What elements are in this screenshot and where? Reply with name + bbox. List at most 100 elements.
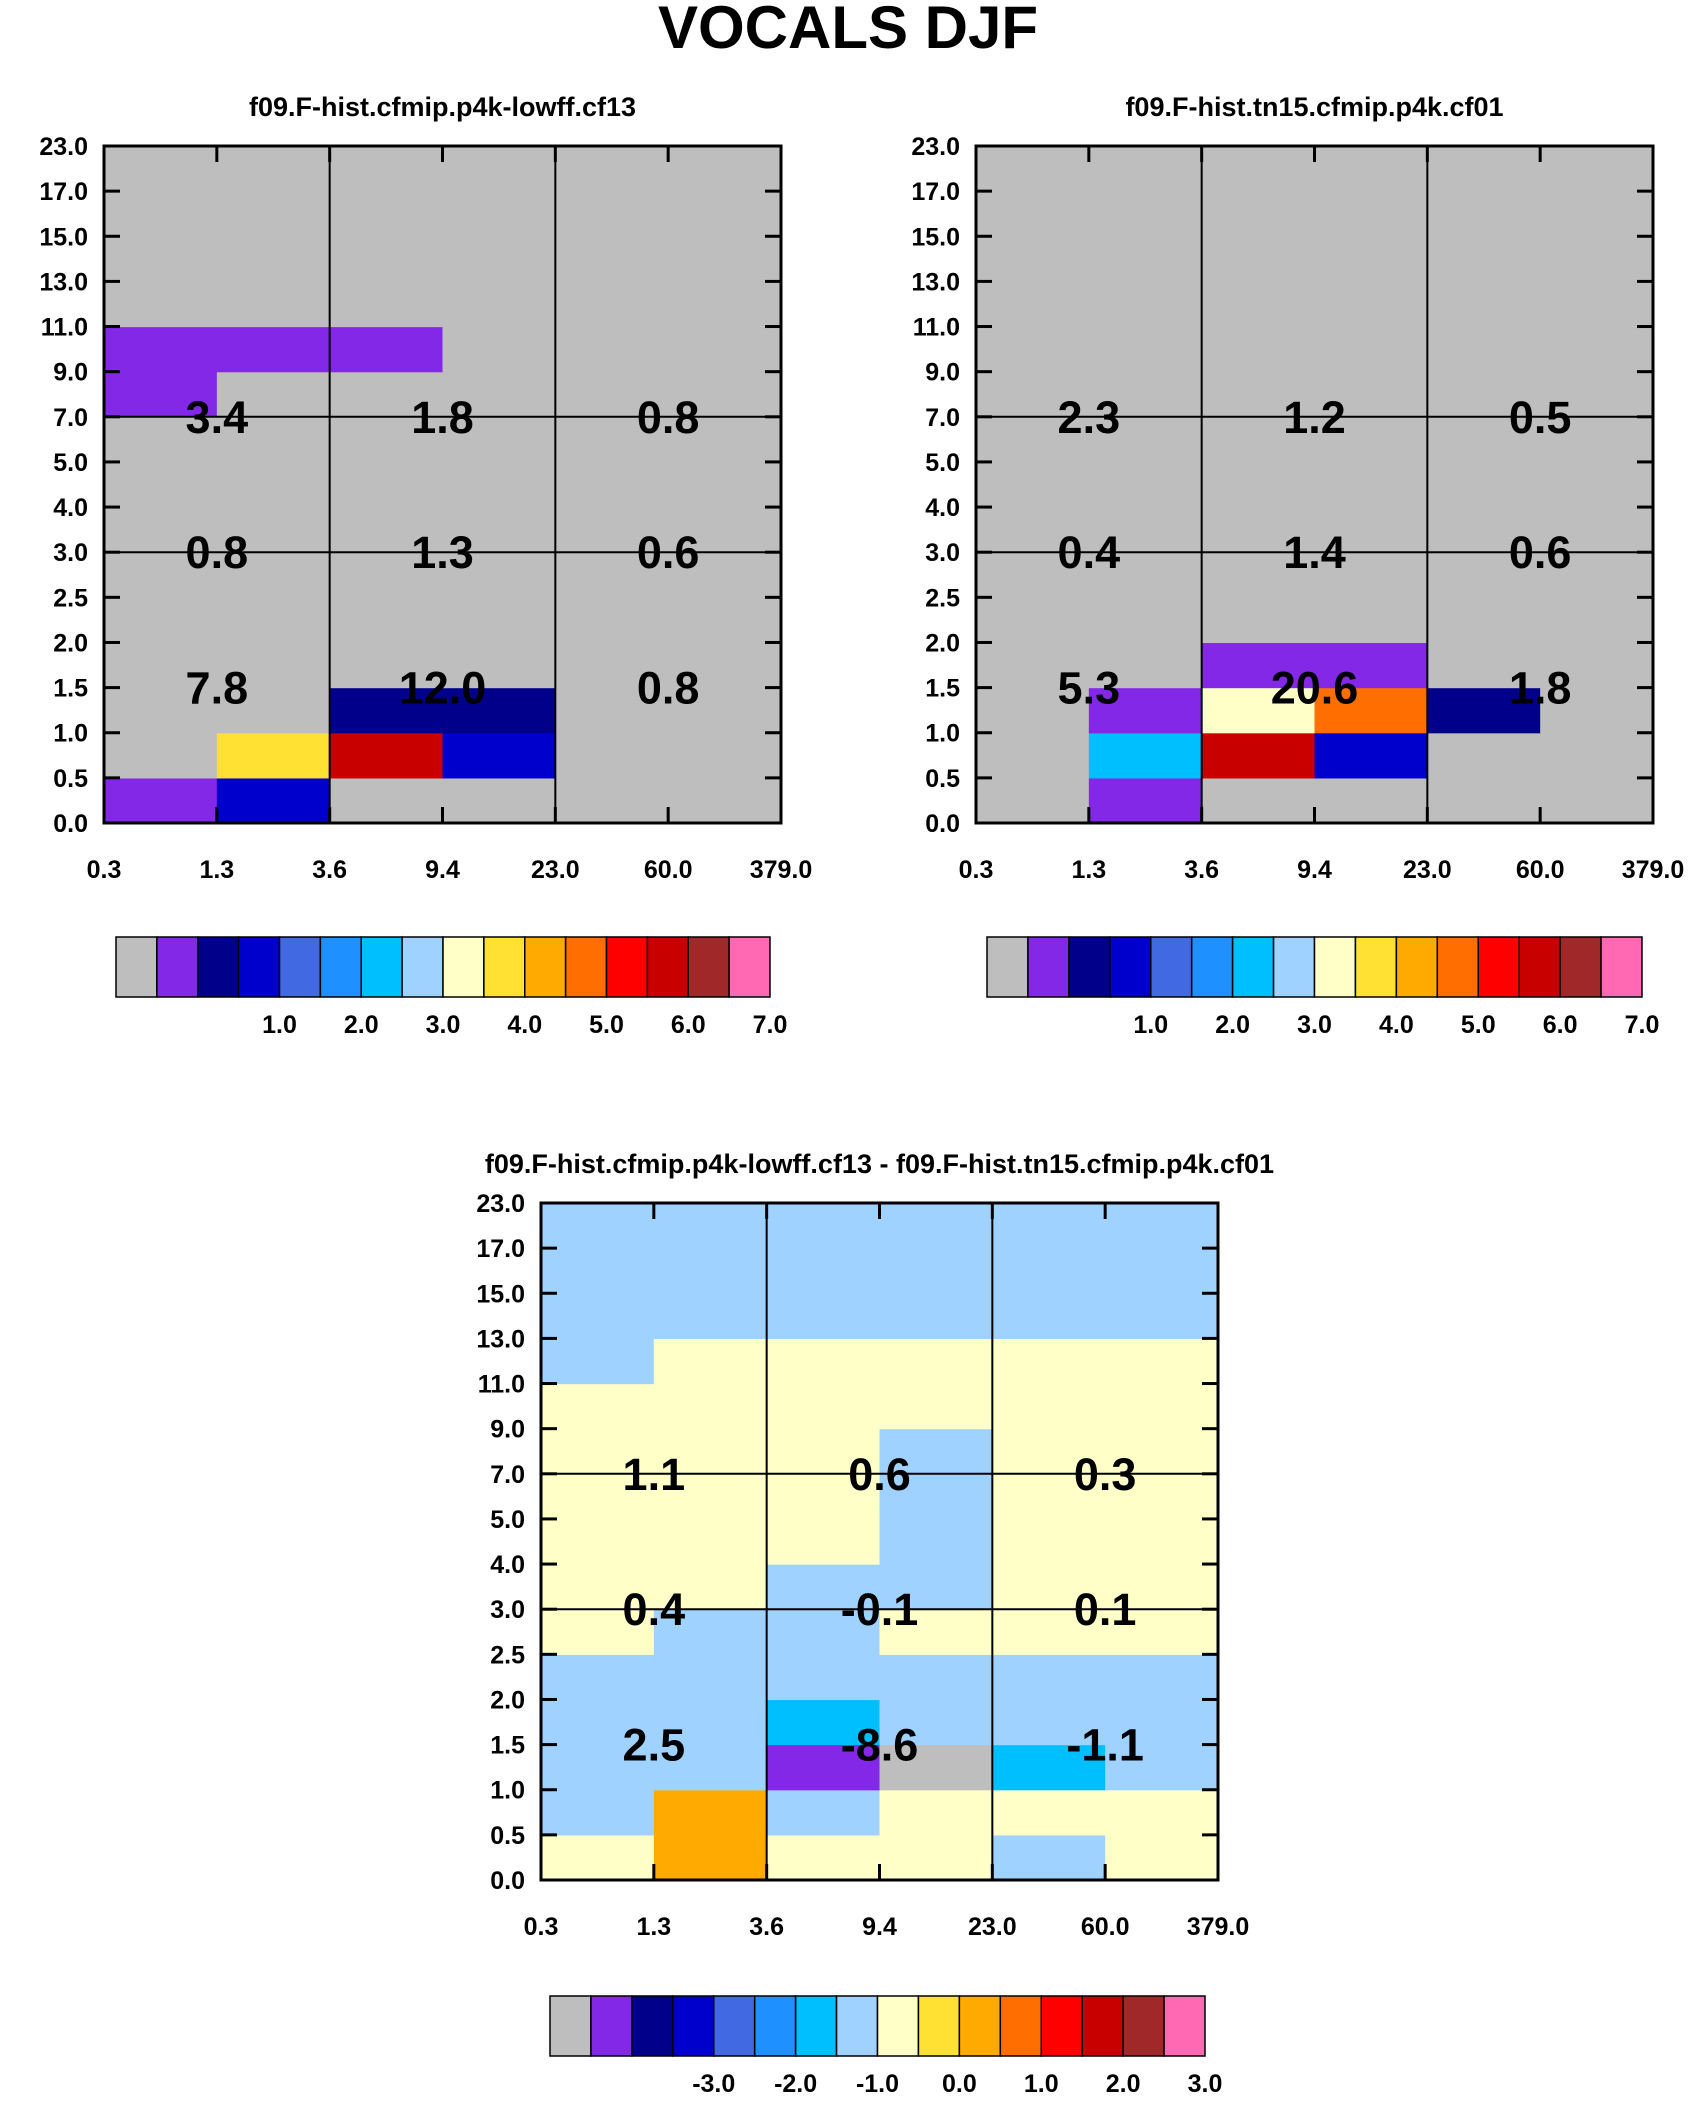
heatmap-cell (668, 777, 782, 824)
y-tick-label: 1.0 (490, 1777, 525, 1805)
block-value-label: 0.6 (637, 527, 700, 578)
heatmap-cell (1540, 507, 1654, 553)
colorbar-box (1122, 1995, 1165, 2057)
colorbar-box (835, 1995, 879, 2057)
heatmap-cell (216, 326, 331, 373)
heatmap-cell (442, 146, 556, 192)
colorbar-box (986, 936, 1029, 998)
colorbar-box (1190, 936, 1234, 998)
panel-bottom-difference: f09.F-hist.cfmip.p4k-lowff.cf13 - f09.F-… (476, 1149, 1274, 2098)
colorbar-box (646, 936, 689, 998)
heatmap-cell (442, 326, 556, 373)
heatmap-cell (555, 326, 669, 373)
heatmap-cell (992, 1518, 1106, 1565)
block-value-label: -1.1 (1066, 1720, 1144, 1771)
heatmap-cell (555, 281, 669, 328)
heatmap-cell (216, 597, 331, 644)
heatmap-cell (1201, 371, 1316, 418)
heatmap-cell (541, 1338, 655, 1385)
y-tick-label: 2.0 (925, 629, 960, 657)
y-tick-label: 9.0 (490, 1416, 525, 1444)
y-tick-label: 0.5 (490, 1822, 525, 1850)
heatmap-cell (1088, 191, 1203, 237)
colorbar-tick-label: 7.0 (1625, 1011, 1660, 1039)
heatmap-cell (1427, 552, 1541, 598)
x-tick-label: 0.3 (959, 856, 994, 884)
heatmap-cell (992, 1338, 1106, 1385)
heatmap-cell (668, 326, 782, 373)
block-value-label: 1.3 (411, 527, 474, 578)
heatmap-cell (976, 552, 1090, 598)
heatmap-cell (541, 1203, 655, 1249)
heatmap-cell (555, 236, 669, 282)
heatmap-cell (668, 597, 782, 644)
x-tick-label: 0.3 (524, 1913, 559, 1941)
heatmap-cell (442, 236, 556, 282)
block-value-label: 12.0 (399, 663, 487, 714)
block-value-label: 20.6 (1271, 663, 1359, 714)
heatmap-cell (555, 507, 669, 553)
heatmap-cell (1427, 777, 1541, 824)
heatmap-cell (879, 1564, 993, 1610)
heatmap-cell (668, 236, 782, 282)
heatmap-cell (555, 191, 669, 237)
heatmap-cell (541, 1428, 655, 1475)
y-tick-label: 5.0 (53, 449, 88, 477)
colorbar-tick-label: 3.0 (1297, 1011, 1332, 1039)
colorbar-box (1150, 936, 1193, 998)
heatmap-cell (1201, 642, 1316, 689)
colorbar-box (876, 1995, 920, 2057)
heatmap-cell (442, 461, 556, 508)
heatmap-cell (1105, 1518, 1219, 1565)
heatmap-cell (1105, 1203, 1219, 1249)
heatmap-cell (1088, 507, 1203, 553)
heatmap-cell (976, 416, 1090, 463)
heatmap-cell (766, 1789, 881, 1836)
colorbar-tick-label: 3.0 (426, 1011, 461, 1039)
colorbar-box (360, 936, 403, 998)
heatmap-cell (555, 642, 669, 689)
x-tick-label: 9.4 (425, 856, 460, 884)
x-tick-label: 60.0 (644, 856, 693, 884)
block-value-label: 1.1 (623, 1449, 686, 1500)
colorbar-box (442, 936, 485, 998)
block-value-label: 3.4 (186, 392, 249, 443)
colorbar-box (278, 936, 322, 998)
heatmap-cell (668, 416, 782, 463)
heatmap-cell (1427, 687, 1541, 734)
y-tick-label: 5.0 (925, 449, 960, 477)
heatmap-cell (1088, 597, 1203, 644)
heatmap-cell (766, 1293, 881, 1339)
heatmap-cell (555, 552, 669, 598)
y-tick-label: 13.0 (476, 1325, 525, 1353)
heatmap-cell (329, 461, 444, 508)
heatmap-cell (992, 1834, 1106, 1881)
colorbar-box (237, 936, 281, 998)
colorbar-box (631, 1995, 674, 2057)
heatmap-cell (1540, 416, 1654, 463)
heatmap-cell (1540, 281, 1654, 328)
y-tick-label: 9.0 (925, 359, 960, 387)
heatmap-cell (329, 191, 444, 237)
colorbar-box (1068, 936, 1111, 998)
block-value-label: 1.2 (1283, 392, 1346, 443)
heatmap-cell (442, 597, 556, 644)
heatmap-cell (329, 642, 444, 689)
heatmap-cell (653, 1518, 768, 1565)
heatmap-cell (653, 1744, 768, 1791)
heatmap-cell (541, 1744, 655, 1791)
heatmap-cell (653, 1248, 768, 1294)
heatmap-cell (1201, 597, 1316, 644)
heatmap-cell (879, 1834, 993, 1881)
heatmap-cell (555, 461, 669, 508)
heatmap-cell (1088, 642, 1203, 689)
heatmap-cell (992, 1203, 1106, 1249)
block-value-label: 0.5 (1509, 392, 1572, 443)
colorbar-box (401, 936, 444, 998)
heatmap-cell (1540, 146, 1654, 192)
heatmap-cell (104, 777, 218, 824)
heatmap-cell (653, 1699, 768, 1746)
heatmap-cell (555, 777, 669, 824)
y-tick-label: 23.0 (476, 1190, 525, 1218)
heatmap-cell (216, 146, 331, 192)
